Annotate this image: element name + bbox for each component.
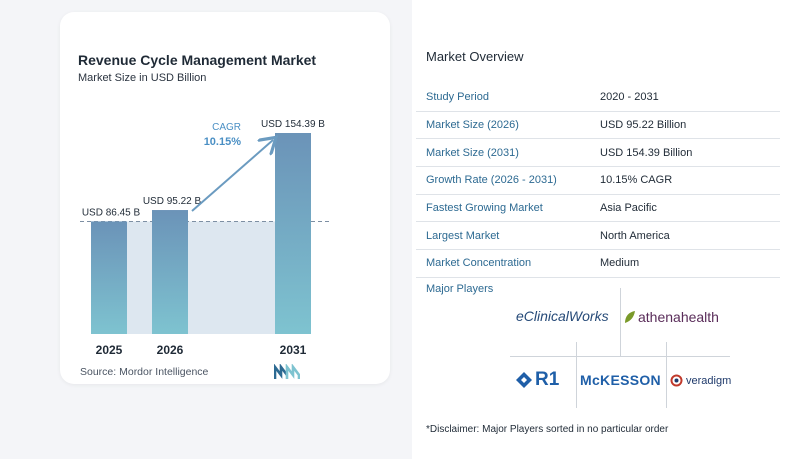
overview-label: Market Concentration <box>426 257 532 270</box>
player-eclinicalworks: eClinicalWorks <box>516 308 609 324</box>
chart-card: Revenue Cycle Management Market Market S… <box>60 12 390 384</box>
overview-value: Medium <box>600 257 640 270</box>
r1-label: R1 <box>535 369 560 390</box>
disclaimer-text: *Disclaimer: Major Players sorted in no … <box>426 424 669 435</box>
chart-subtitle: Market Size in USD Billion <box>78 72 207 84</box>
overview-label: Largest Market <box>426 229 500 242</box>
overview-value: USD 154.39 Billion <box>600 146 693 159</box>
overview-label: Market Size (2031) <box>426 146 519 159</box>
veradigm-icon <box>670 374 683 387</box>
overview-label: Study Period <box>426 91 489 104</box>
x-tick-label: 2025 <box>96 343 123 357</box>
player-divider <box>576 342 577 408</box>
overview-row: Largest Market North America <box>416 222 780 251</box>
bar-2031 <box>275 133 311 334</box>
player-divider <box>620 288 621 356</box>
cagr-value: 10.15% <box>204 136 242 148</box>
overview-row: Growth Rate (2026 - 2031) 10.15% CAGR <box>416 167 780 195</box>
overview-row: Market Size (2031) USD 154.39 Billion <box>416 139 780 168</box>
cagr-label: CAGR <box>212 122 241 133</box>
overview-value: Asia Pacific <box>600 202 657 215</box>
player-divider <box>510 356 730 357</box>
mordor-logo-icon <box>274 364 300 379</box>
player-r1: R1 <box>515 369 559 391</box>
data-label: USD 154.39 B <box>261 119 325 130</box>
data-label: USD 95.22 B <box>143 196 202 207</box>
data-label: USD 86.45 B <box>82 207 141 218</box>
overview-label: Fastest Growing Market <box>426 202 543 215</box>
market-overview-panel: Market Overview Study Period 2020 - 2031… <box>412 0 800 459</box>
players-title: Major Players <box>426 283 494 295</box>
overview-title: Market Overview <box>426 49 524 64</box>
chart-title: Revenue Cycle Management Market <box>78 52 317 68</box>
overview-value: North America <box>600 229 670 242</box>
bar-2025 <box>91 221 127 334</box>
player-veradigm: veradigm <box>670 374 731 387</box>
overview-row: Fastest Growing Market Asia Pacific <box>416 195 780 223</box>
overview-label: Market Size (2026) <box>426 119 519 132</box>
player-divider <box>666 342 667 408</box>
x-tick-label: 2026 <box>157 343 184 357</box>
overview-row: Market Size (2026) USD 95.22 Billion <box>416 112 780 140</box>
player-athenahealth: athenahealth <box>624 309 719 325</box>
overview-row: Study Period 2020 - 2031 <box>416 84 780 112</box>
overview-row: Market Concentration Medium <box>416 250 780 278</box>
bar-chart: USD 86.45 B 2025 USD 95.22 B 2026 USD 154.39… <box>80 119 330 357</box>
overview-table: Study Period 2020 - 2031 Market Size (20… <box>416 84 780 278</box>
athena-leaf-icon <box>625 311 635 323</box>
overview-value: USD 95.22 Billion <box>600 119 687 132</box>
cagr-arrow <box>191 140 273 212</box>
x-tick-label: 2031 <box>280 343 307 357</box>
player-mckesson: McKESSON <box>580 372 661 388</box>
overview-value: 10.15% CAGR <box>600 174 673 187</box>
veradigm-label: veradigm <box>686 374 732 387</box>
overview-value: 2020 - 2031 <box>600 91 659 104</box>
overview-label: Growth Rate (2026 - 2031) <box>426 174 557 187</box>
athena-label: athenahealth <box>638 309 719 325</box>
source-text: Source: Mordor Intelligence <box>80 366 209 378</box>
bar-2026 <box>152 210 188 334</box>
r1-diamond-icon <box>516 372 532 388</box>
